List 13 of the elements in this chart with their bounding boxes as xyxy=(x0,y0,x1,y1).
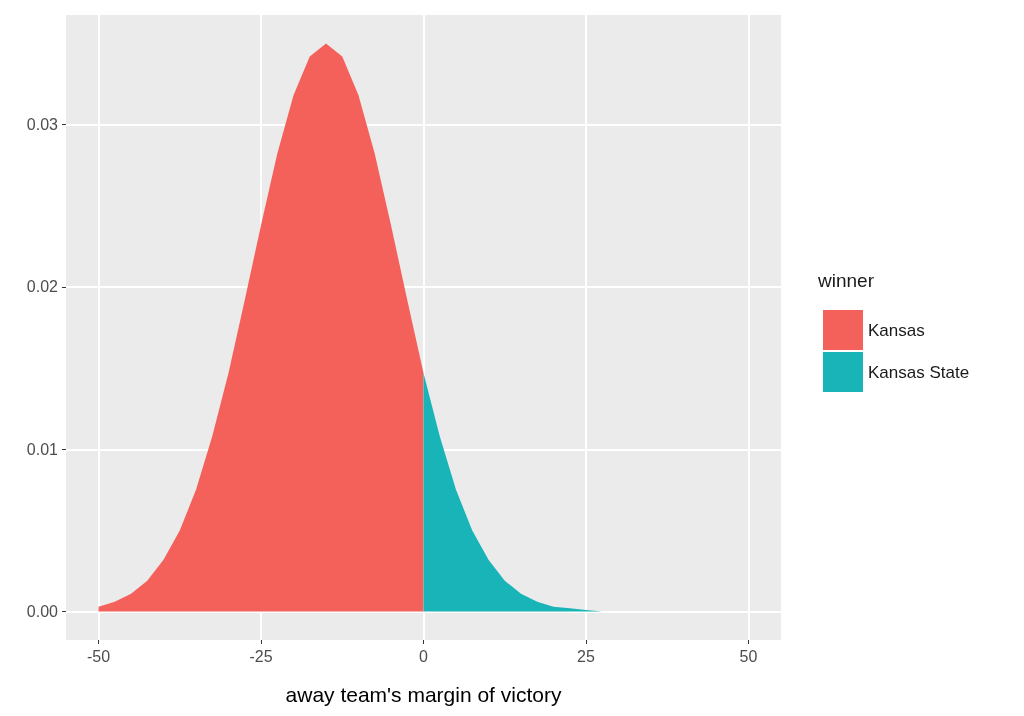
x-axis-title: away team's margin of victory xyxy=(285,683,562,706)
legend-label: Kansas State xyxy=(868,362,970,382)
x-tick-label: -50 xyxy=(86,647,111,665)
y-tick-label: 0.02 xyxy=(26,278,59,296)
legend-label: Kansas xyxy=(868,320,925,340)
legend-title: winner xyxy=(817,270,875,291)
x-tick-label: 25 xyxy=(577,647,595,665)
y-tick-label: 0.03 xyxy=(26,116,59,134)
x-tick-label: 50 xyxy=(739,647,758,665)
y-tick-label: 0.00 xyxy=(26,603,59,621)
x-tick-label: 0 xyxy=(419,647,429,665)
y-tick-label: 0.01 xyxy=(26,440,59,458)
x-tick-label: -25 xyxy=(249,647,273,665)
